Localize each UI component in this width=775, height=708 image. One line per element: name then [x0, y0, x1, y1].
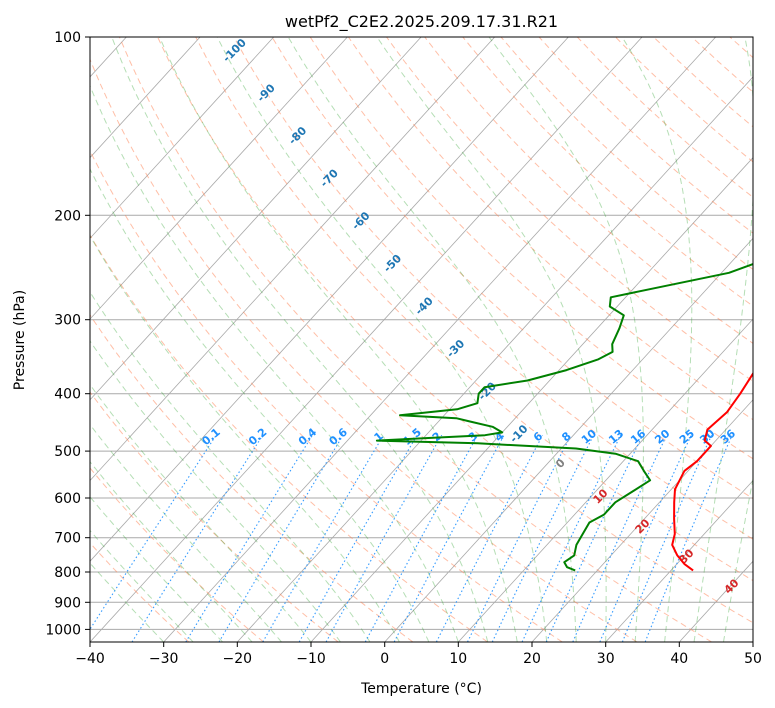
x-tick-label: −10 [296, 651, 326, 667]
x-tick-label: 30 [597, 651, 615, 667]
sounding-series [375, 263, 753, 572]
dry-adiabat-line [90, 234, 488, 642]
mixing-ratio-line [364, 434, 479, 642]
dry-adiabat-line [90, 149, 563, 642]
y-tick-label: 800 [54, 565, 81, 581]
isotherm-gridline [458, 318, 753, 642]
x-tick-label: −30 [149, 651, 179, 667]
moist-adiabat-line [111, 37, 489, 642]
y-axis-label: Pressure (hPa) [12, 290, 28, 390]
moist-adiabat-line [376, 37, 607, 642]
isotherm-gridline [90, 37, 422, 401]
moist-adiabat-line [90, 383, 312, 642]
y-tick-label: 300 [54, 313, 81, 329]
mixing-ratio-line [185, 434, 313, 642]
dry-adiabat-line [157, 37, 753, 624]
x-tick-label: 0 [380, 651, 389, 667]
isotherm-gridline [163, 37, 716, 642]
isotherm-gridline [605, 479, 753, 642]
moist-adiabat-line [693, 37, 753, 642]
moist-adiabat-line [90, 291, 371, 642]
dewpoint-series [375, 263, 753, 572]
x-axis-label: Temperature (°C) [360, 681, 482, 697]
y-tick-label: 900 [54, 595, 81, 611]
dry-adiabat-line [90, 542, 190, 642]
moist-adiabat-line [488, 37, 644, 642]
y-tick-label: 600 [54, 491, 81, 507]
x-axis-ticks: −40 −30 −20 −10 0 10 20 30 40 50 [75, 642, 762, 667]
chart-title: wetPf2_C2E2.2025.209.17.31.R21 [285, 12, 558, 32]
gridlines [90, 37, 753, 642]
mixing-ratio-line [218, 434, 344, 642]
mixing-ratio-line [393, 434, 505, 642]
x-tick-label: −40 [75, 651, 105, 667]
y-tick-label: 500 [54, 444, 81, 460]
temperature-series [671, 371, 753, 572]
mixing-ratio-line [435, 434, 544, 642]
dry-adiabat-line [233, 37, 753, 540]
moist-adiabat-line [90, 84, 459, 642]
mixing-ratio-line [467, 434, 572, 642]
plot-area: 0.1 0.2 0.4 0.6 1 1.5 2 3 4 6 8 10 13 16 20 25 30 36-100-… [90, 37, 753, 642]
isotherm-gridline [90, 37, 643, 642]
dry-adiabat-line [271, 37, 753, 500]
mixing-ratio-line [90, 434, 217, 631]
mixing-ratio-line [262, 434, 384, 642]
moist-adiabat-line [216, 37, 548, 642]
y-tick-label: 100 [54, 30, 81, 46]
isotherm-gridline [90, 37, 348, 320]
moist-adiabat-line [159, 37, 518, 642]
x-tick-label: −20 [223, 651, 253, 667]
isotherm-gridline [90, 37, 495, 482]
moist-adiabat-line [90, 340, 341, 642]
y-axis-ticks: 100 200 300 400 500 600 700 800 900 1000 [45, 30, 90, 638]
y-tick-label: 700 [54, 531, 81, 547]
dry-adiabat-line [347, 37, 753, 421]
y-tick-label: 1000 [45, 622, 81, 638]
mixing-ratio-line [599, 434, 692, 642]
x-tick-label: 10 [449, 651, 467, 667]
moist-adiabat-line [90, 234, 400, 642]
x-tick-label: 20 [523, 651, 541, 667]
mixing-ratio-line [298, 434, 418, 642]
isotherm-gridline [90, 37, 274, 239]
x-tick-label: 40 [670, 651, 688, 667]
plot-frame [89, 36, 754, 643]
dry-adiabat-line [386, 37, 753, 382]
background-lines [90, 37, 753, 642]
dry-adiabat-line [118, 37, 712, 642]
dry-adiabat-line [195, 37, 753, 582]
moist-adiabat-line [723, 476, 753, 642]
dry-adiabat-line [90, 467, 264, 642]
isotherm-gridline [90, 37, 201, 159]
mixing-ratio-line [491, 434, 594, 642]
mixing-ratio-line [325, 434, 443, 642]
moist-adiabat-line [287, 37, 577, 642]
isotherm-gridline [90, 37, 569, 562]
mixing-ratio-line [131, 434, 264, 642]
dry-adiabat-line [309, 37, 753, 460]
isotherm-gridline [384, 237, 753, 642]
mixing-ratio-line [621, 434, 713, 642]
moist-adiabat-line [90, 167, 430, 642]
y-tick-label: 200 [54, 208, 81, 224]
y-tick-label: 400 [54, 387, 81, 403]
isotherm-gridline [531, 399, 753, 642]
dry-adiabat-line [90, 58, 638, 642]
x-tick-label: 50 [744, 651, 762, 667]
isotherm-gridline [237, 76, 753, 642]
